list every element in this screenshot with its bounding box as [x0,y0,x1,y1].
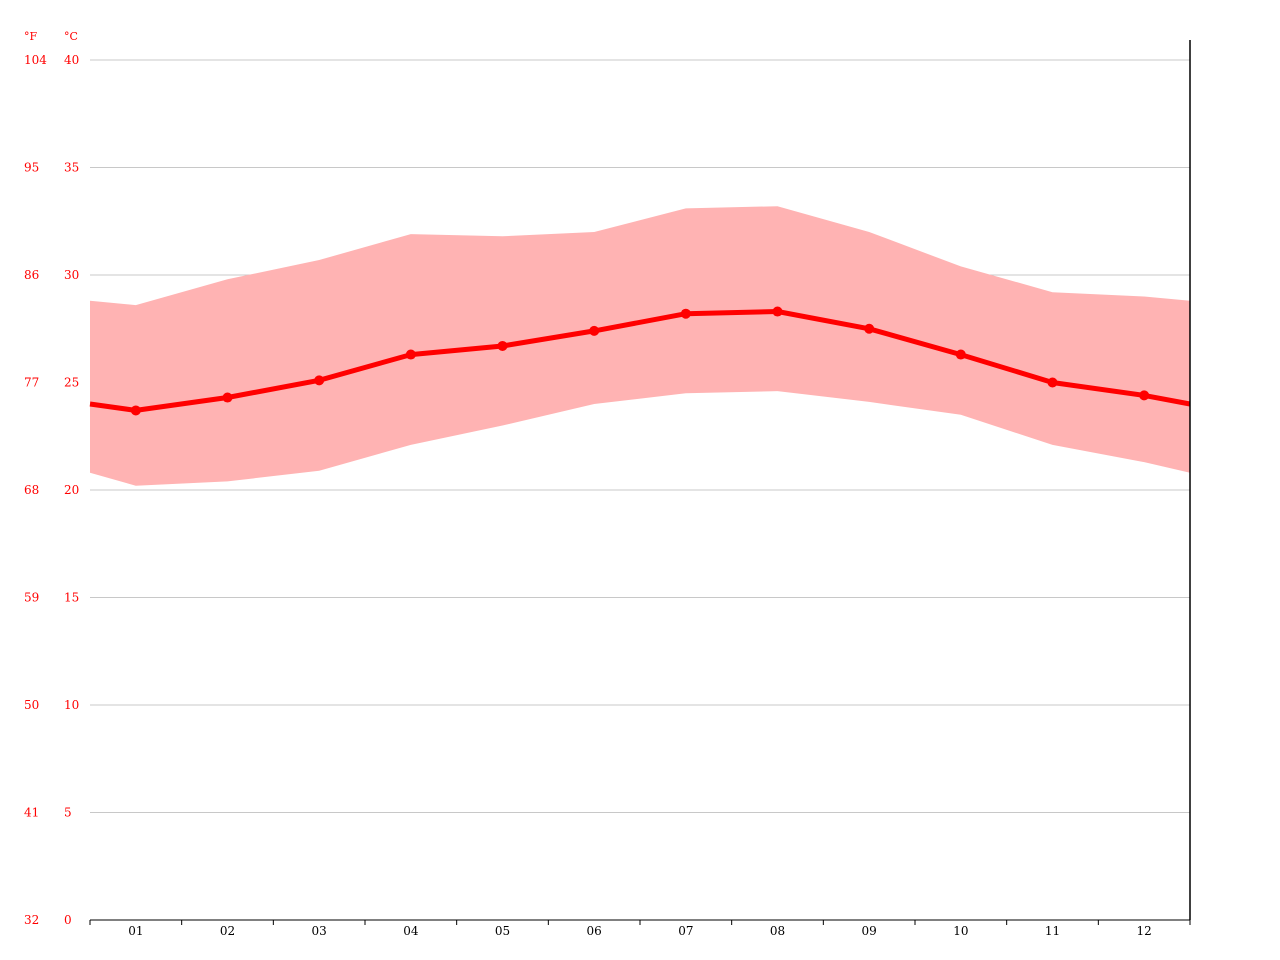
y-tick-label-fahrenheit: 59 [24,591,39,605]
celsius-unit-label: °C [64,30,78,43]
y-tick-label-celsius: 25 [64,376,79,390]
x-tick-label: 03 [312,924,327,938]
mean-temperature-point [772,306,783,317]
unit-labels: °F °C [24,30,78,43]
y-tick-label-celsius: 40 [64,53,79,67]
mean-temperature-point [864,323,875,334]
y-axis-labels: 0 32 5 41 10 50 15 59 20 68 25 77 30 86 35 95 40 104 [24,53,79,927]
y-tick-label-celsius: 0 [64,913,72,927]
x-tick-label: 08 [770,924,785,938]
x-tick-label: 12 [1137,924,1152,938]
x-tick-label: 09 [862,924,877,938]
mean-temperature-series [89,306,1191,416]
mean-temperature-point [589,325,600,336]
temperature-range-band [90,206,1190,486]
mean-temperature-point [314,375,325,386]
x-tick-label: 11 [1045,924,1060,938]
y-tick-label-fahrenheit: 41 [24,806,39,820]
mean-temperature-point [680,308,691,319]
mean-temperature-point [222,392,233,403]
mean-temperature-point [1139,390,1150,401]
x-tick-label: 07 [678,924,693,938]
x-axis: 01 02 03 04 05 06 07 08 09 10 11 12 [89,919,1191,938]
y-tick-label-fahrenheit: 50 [24,698,39,712]
y-tick-label-celsius: 15 [64,591,79,605]
x-tick-label: 05 [495,924,510,938]
mean-temperature-point [497,340,508,351]
x-tick-label: 01 [128,924,143,938]
mean-temperature-point [1047,377,1058,388]
y-tick-label-celsius: 35 [64,161,79,175]
x-tick-label: 04 [403,924,419,938]
x-tick-label: 02 [220,924,235,938]
y-tick-label-fahrenheit: 95 [24,161,39,175]
x-tick-label: 10 [953,924,968,938]
y-tick-label-celsius: 10 [64,698,79,712]
mean-temperature-point [955,349,966,360]
max-min-range-area [90,206,1190,486]
y-tick-label-celsius: 20 [64,483,79,497]
mean-temperature-point [130,405,141,416]
y-tick-label-celsius: 30 [64,268,79,282]
y-tick-label-fahrenheit: 104 [24,53,47,67]
y-tick-label-fahrenheit: 68 [24,483,39,497]
mean-temperature-point [405,349,416,360]
y-tick-label-celsius: 5 [64,806,72,820]
y-tick-label-fahrenheit: 32 [24,913,39,927]
x-tick-label: 06 [587,924,602,938]
mean-temperature-line [89,309,1191,413]
fahrenheit-unit-label: °F [24,30,38,43]
y-tick-label-fahrenheit: 86 [24,268,39,282]
y-tick-label-fahrenheit: 77 [24,376,39,390]
